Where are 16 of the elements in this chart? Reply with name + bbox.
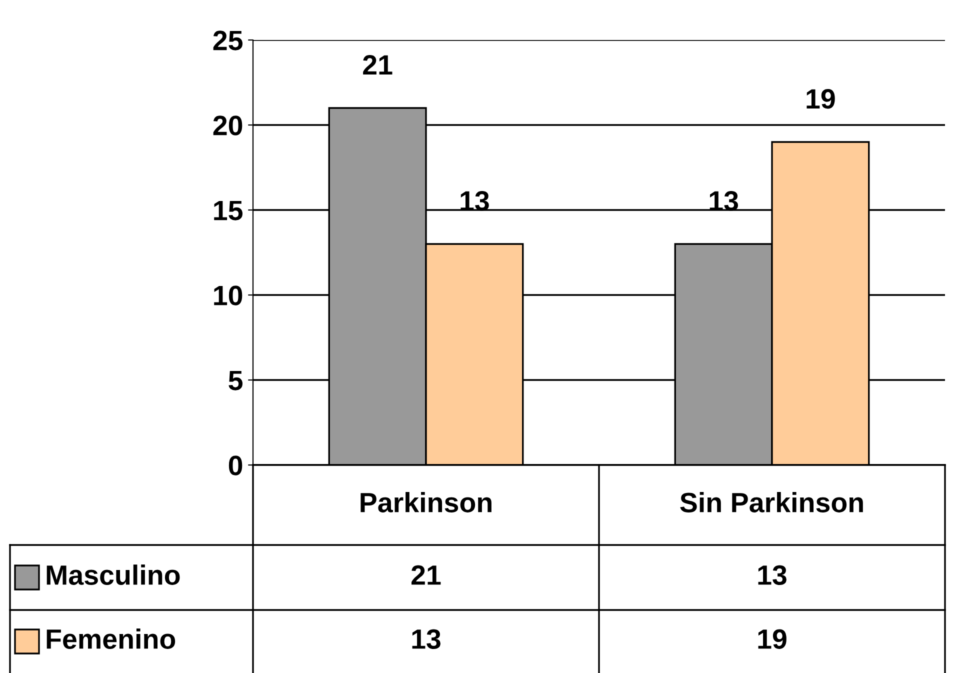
y-tick-label: 10 (214, 286, 242, 306)
y-tick-label: 20 (213, 116, 242, 136)
x-tick-label: Sin Parkinson (680, 492, 863, 512)
text: 13 (758, 565, 786, 585)
text: 13 (412, 629, 440, 649)
y-tick-label: 0 (228, 456, 242, 476)
y-tick-label: 25 (213, 30, 243, 50)
legend-label: Masculino (46, 564, 180, 585)
y-tick-label: 15 (214, 200, 243, 220)
y-tick-label: 5 (228, 370, 243, 390)
x-tick-label: Parkinson (360, 492, 492, 512)
data-label: 21 (363, 55, 392, 74)
data-label: 19 (806, 89, 835, 109)
text: 21 (412, 565, 441, 585)
legend-label: Femenino (46, 628, 176, 649)
text: 19 (758, 629, 786, 649)
